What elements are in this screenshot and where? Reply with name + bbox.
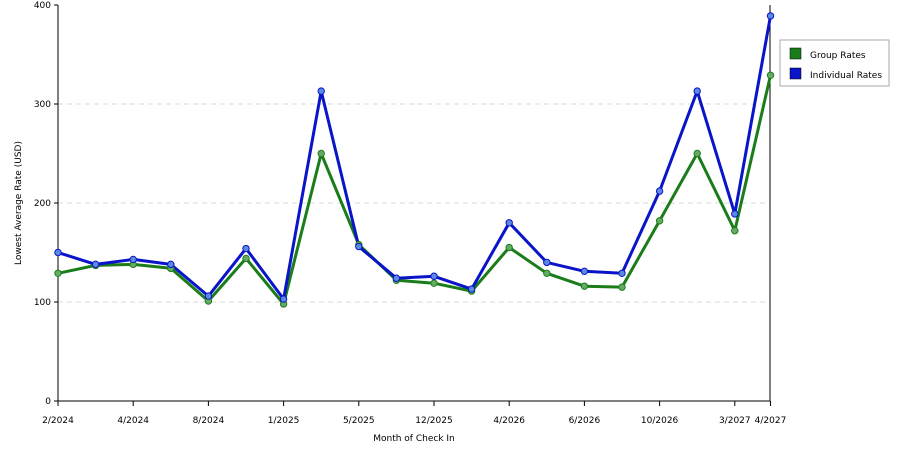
y-tick-label: 400 (34, 1, 51, 11)
x-tick-label: 3/2027 (719, 416, 751, 426)
y-tick-label: 200 (34, 199, 51, 209)
data-point-group (766, 71, 775, 79)
x-tick-label: 4/2024 (117, 416, 149, 426)
series-line-group (56, 73, 772, 306)
x-tick-label: 4/2027 (755, 416, 787, 426)
y-tick-label: 100 (34, 298, 51, 308)
data-point-individual (430, 272, 438, 280)
data-point-group (505, 243, 513, 252)
data-point-individual (693, 87, 701, 95)
data-point-group (580, 282, 589, 290)
data-point-group (242, 254, 250, 263)
data-point-individual (392, 274, 401, 282)
x-tick-label: 6/2026 (569, 416, 601, 426)
x-tick-label: 12/2025 (415, 416, 452, 426)
x-ticks: 2/2024 4/2024 8/2024 1/2025 5/2025 12/2025 4/2… (42, 401, 786, 426)
data-point-individual (167, 260, 175, 269)
data-point-individual (731, 210, 739, 218)
x-tick-label: 2/2024 (42, 416, 74, 426)
data-point-individual (655, 187, 664, 195)
series-markers (54, 12, 775, 308)
x-tick-label: 4/2026 (493, 416, 525, 426)
series-line-individual (56, 14, 772, 301)
x-tick-label: 10/2026 (641, 416, 679, 426)
x-tick-label: 1/2025 (268, 416, 300, 426)
y-tick-label: 300 (34, 100, 51, 110)
data-point-group (618, 283, 626, 291)
data-point-individual (618, 269, 626, 277)
data-point-individual (505, 219, 513, 227)
legend-label-individual: Individual Rates (810, 71, 882, 81)
data-point-individual (543, 258, 551, 267)
series-lines (56, 14, 772, 306)
data-point-individual (467, 285, 476, 293)
data-point-group (317, 149, 325, 158)
data-point-group (693, 149, 701, 158)
data-point-individual (580, 267, 589, 276)
data-point-individual (242, 244, 250, 253)
data-point-group (543, 269, 551, 277)
data-point-individual (317, 87, 325, 95)
y-ticks: 0 100 200 300 400 (34, 1, 58, 407)
data-point-individual (279, 295, 288, 303)
legend-swatch-individual (789, 67, 802, 80)
legend-swatch-group (789, 47, 802, 60)
data-point-individual (204, 292, 213, 300)
data-point-individual (129, 255, 137, 264)
x-tick-label: 5/2025 (343, 416, 375, 426)
data-point-individual (54, 248, 62, 257)
data-point-individual (91, 260, 100, 269)
data-point-individual (766, 12, 775, 20)
legend: Group Rates Individual Rates (779, 39, 890, 87)
x-axis-title: Month of Check In (373, 434, 455, 444)
data-point-group (731, 227, 739, 235)
legend-label-group: Group Rates (810, 51, 866, 61)
data-point-group (54, 269, 62, 277)
y-tick-label: 0 (45, 397, 51, 407)
x-tick-label: 8/2024 (193, 416, 225, 426)
gridlines (58, 103, 770, 303)
y-axis-title: Lowest Average Rate (USD) (14, 141, 24, 265)
data-point-individual (355, 242, 363, 251)
data-point-group (655, 217, 664, 225)
data-point-group (430, 279, 438, 287)
